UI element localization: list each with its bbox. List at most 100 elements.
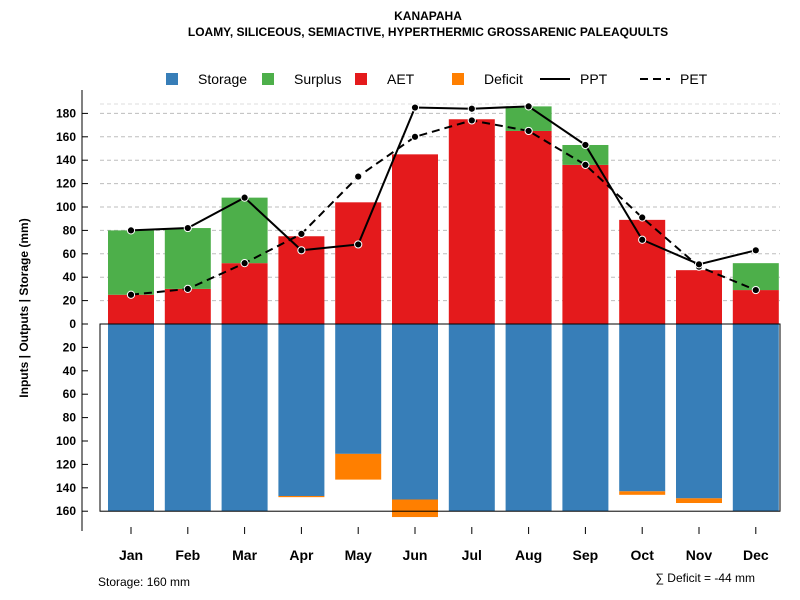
legend-label-deficit: Deficit: [484, 71, 523, 87]
x-tick-label-jul: Jul: [462, 547, 482, 563]
bar-surplus-dec: [732, 263, 779, 291]
bar-storage-feb: [164, 324, 211, 512]
y-tick-label: 160: [56, 130, 76, 144]
x-tick-label-jun: Jun: [403, 547, 428, 563]
ppt-point-dec: [751, 246, 760, 255]
bar-surplus-jan: [108, 230, 154, 295]
y-tick-label: 180: [56, 106, 76, 120]
series-lines: [126, 102, 760, 299]
x-tick-label-apr: Apr: [289, 547, 314, 563]
bar-aet-nov: [676, 270, 722, 324]
y-tick-label: 40: [63, 270, 77, 284]
y-tick-label: 40: [63, 364, 77, 378]
pet-point-jun: [410, 132, 420, 141]
footer-deficit-sum: ∑ Deficit = -44 mm: [655, 571, 755, 585]
pet-point-aug: [524, 126, 533, 136]
legend-swatch-deficit: [452, 73, 464, 85]
bar-aet-oct: [619, 219, 666, 324]
bar-aet-jul: [448, 119, 495, 324]
legend-swatch-aet: [355, 73, 367, 85]
y-tick-label: 60: [63, 387, 77, 401]
pet-point-jul: [467, 116, 476, 125]
bar-storage-dec: [732, 324, 779, 512]
y-tick-label: 80: [63, 223, 77, 237]
bar-storage-jul: [448, 324, 495, 512]
bar-storage-mar: [221, 324, 268, 512]
y-tick-label: 20: [63, 340, 77, 354]
pet-point-feb: [183, 284, 192, 293]
bar-surplus-mar: [221, 197, 268, 264]
bar-deficit-oct: [619, 491, 666, 495]
pet-line: [130, 119, 757, 296]
bar-surplus-feb: [164, 228, 211, 289]
x-tick-label-may: May: [345, 547, 372, 563]
x-tick-label-sep: Sep: [573, 547, 599, 563]
ppt-point-oct: [638, 235, 647, 244]
bar-storage-apr: [278, 324, 325, 496]
y-tick-label: 100: [56, 200, 76, 214]
legend-swatch-surplus: [262, 73, 274, 85]
y-tick-label: 160: [56, 504, 76, 518]
chart-title: KANAPAHA: [394, 9, 462, 23]
bars: [99, 106, 781, 518]
bar-deficit-may: [335, 453, 382, 480]
legend-label-aet: AET: [387, 71, 415, 87]
bar-storage-may: [335, 324, 382, 454]
legend: Storage Surplus AET Deficit PPT PET: [166, 71, 708, 87]
bar-aet-mar: [221, 263, 268, 324]
ppt-point-jan: [126, 226, 136, 235]
bar-surplus-sep: [562, 144, 609, 165]
pet-point-mar: [240, 259, 249, 268]
legend-label-pet: PET: [680, 71, 708, 87]
legend-swatch-storage: [166, 73, 178, 85]
ppt-point-apr: [297, 246, 306, 255]
y-tick-label: 120: [56, 457, 76, 471]
ppt-point-mar: [240, 193, 249, 202]
y-tick-label: 120: [56, 177, 76, 191]
footer-storage: Storage: 160 mm: [98, 575, 190, 589]
bar-aet-sep: [562, 164, 609, 324]
bar-deficit-jun: [392, 499, 438, 518]
ppt-line: [130, 105, 757, 266]
y-tick-label: 0: [69, 317, 76, 331]
ppt-point-jul: [467, 104, 476, 113]
x-tick-label-feb: Feb: [175, 547, 200, 563]
x-tick-label-aug: Aug: [515, 547, 542, 563]
x-tick-label-oct: Oct: [631, 547, 655, 563]
bar-storage-jun: [392, 324, 438, 500]
bar-storage-jan: [108, 324, 154, 512]
axes: 0 20 40 60 80 100 120 140 160 180 20 40 60 80 100 120 14…: [56, 90, 769, 563]
bar-aet-may: [335, 202, 382, 324]
y-tick-label: 140: [56, 153, 76, 167]
x-tick-label-mar: Mar: [232, 547, 257, 563]
pet-point-may: [354, 172, 363, 181]
bar-deficit-apr: [278, 495, 325, 498]
y-tick-label: 60: [63, 247, 77, 261]
ppt-point-sep: [581, 140, 590, 150]
bar-aet-feb: [164, 288, 211, 324]
pet-point-apr: [297, 229, 306, 239]
bar-storage-oct: [619, 324, 666, 492]
ppt-point-may: [354, 240, 363, 249]
y-tick-label: 20: [63, 294, 77, 308]
x-tick-label-dec: Dec: [743, 547, 769, 563]
pet-point-dec: [751, 285, 760, 295]
y-axis-title: Inputs | Outputs | Storage (mm): [17, 218, 31, 397]
ppt-point-aug: [524, 102, 533, 111]
ppt-point-nov: [694, 260, 704, 269]
y-tick-label: 140: [56, 481, 76, 495]
x-tick-label-jan: Jan: [119, 547, 143, 563]
ppt-point-jun: [410, 103, 420, 112]
legend-label-surplus: Surplus: [294, 71, 341, 87]
bar-aet-jun: [392, 154, 438, 324]
bar-aet-aug: [505, 130, 552, 324]
bar-storage-aug: [505, 324, 552, 512]
y-tick-label: 100: [56, 434, 76, 448]
x-tick-label-nov: Nov: [686, 547, 713, 563]
bar-deficit-nov: [676, 498, 722, 504]
y-tick-label: 80: [63, 411, 77, 425]
pet-point-sep: [581, 160, 590, 169]
legend-label-storage: Storage: [198, 71, 247, 87]
ppt-point-feb: [183, 223, 192, 233]
bar-aet-jan: [108, 294, 154, 324]
